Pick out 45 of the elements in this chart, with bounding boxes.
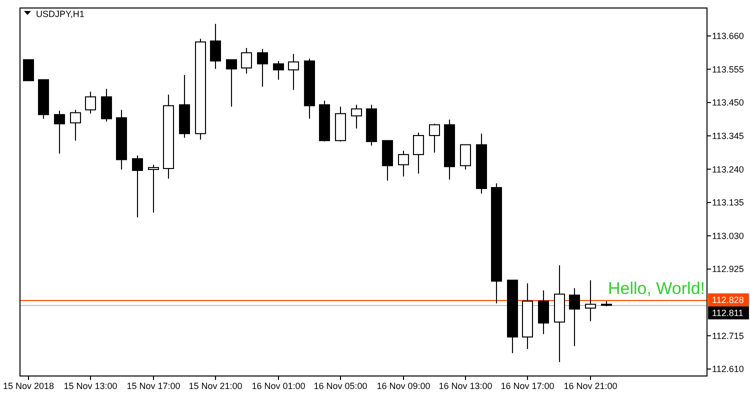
candlestick [273, 60, 284, 80]
x-tick-label: 16 Nov 21:00 [564, 381, 618, 391]
x-tick-label: 16 Nov 05:00 [314, 381, 368, 391]
ref-line-label: 112.811 [712, 308, 744, 318]
candlestick [132, 155, 143, 218]
x-tick-label: 15 Nov 13:00 [64, 381, 118, 391]
y-tick-label: 113.240 [712, 164, 744, 174]
y-tick-label: 112.610 [712, 364, 744, 374]
candlestick [538, 290, 549, 335]
candlestick [585, 280, 596, 322]
x-tick-label: 16 Nov 09:00 [376, 381, 430, 391]
y-tick-label: 113.135 [712, 198, 744, 208]
candlestick [398, 150, 409, 177]
y-tick-label: 113.450 [712, 98, 744, 108]
candlestick [569, 288, 580, 347]
candlestick [288, 54, 299, 90]
candlestick [23, 59, 34, 82]
candlestick [148, 164, 159, 214]
x-tick-label: 15 Nov 17:00 [126, 381, 180, 391]
candlestick [460, 144, 471, 170]
y-tick-label: 112.925 [712, 264, 744, 274]
x-tick-label: 16 Nov 13:00 [438, 381, 492, 391]
candlestick [351, 104, 362, 130]
x-tick-label: 15 Nov 2018 [2, 381, 54, 391]
candlestick [210, 23, 221, 70]
candlestick [85, 91, 96, 114]
x-tick-label: 15 Nov 21:00 [188, 381, 242, 391]
candlestick [101, 88, 112, 122]
y-tick-label: 113.555 [712, 64, 744, 74]
candlestick [257, 48, 268, 88]
chart-title: USDJPY,H1 [36, 9, 84, 19]
candlestick [70, 109, 81, 142]
annotation: Hello, World! [608, 278, 705, 298]
y-tick-label: 113.030 [712, 230, 744, 241]
x-tick-label: 16 Nov 17:00 [500, 381, 554, 391]
candlestick [54, 110, 65, 154]
y-tick-label: 112.715 [712, 330, 744, 341]
y-tick-label: 113.660 [712, 31, 744, 42]
candlestick [241, 47, 252, 74]
x-tick-label: 16 Nov 01:00 [252, 381, 306, 391]
ref-line-label: 112.828 [712, 295, 744, 306]
y-tick-label: 113.345 [712, 131, 744, 141]
candlestick [429, 123, 440, 154]
candlestick [226, 59, 237, 108]
candlestick [413, 132, 424, 174]
